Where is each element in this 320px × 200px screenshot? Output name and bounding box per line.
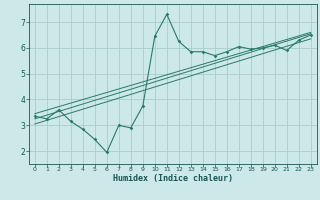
Point — [248, 48, 253, 51]
Point — [308, 33, 313, 37]
Point — [56, 108, 61, 111]
Point — [128, 126, 133, 129]
Point — [176, 40, 181, 43]
Point — [68, 120, 73, 123]
Point — [188, 50, 193, 53]
Point — [44, 117, 49, 120]
Point — [116, 124, 121, 127]
Point — [140, 104, 145, 108]
Point — [164, 13, 169, 16]
Point — [296, 39, 301, 42]
Point — [104, 151, 109, 154]
Point — [152, 35, 157, 38]
Point — [200, 50, 205, 53]
Point — [284, 49, 289, 52]
Point — [224, 50, 229, 53]
Point — [80, 128, 85, 131]
Point — [212, 54, 217, 57]
Point — [236, 45, 241, 48]
Point — [272, 44, 277, 47]
Point — [260, 46, 265, 49]
Point — [32, 115, 37, 118]
Point — [92, 138, 97, 141]
X-axis label: Humidex (Indice chaleur): Humidex (Indice chaleur) — [113, 174, 233, 183]
